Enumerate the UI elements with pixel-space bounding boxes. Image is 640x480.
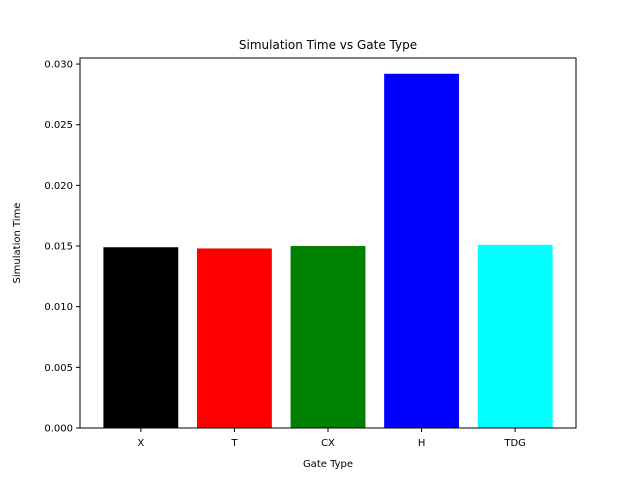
- y-tick-label: 0.020: [44, 181, 73, 192]
- bar-t: [196, 248, 272, 428]
- y-tick-label: 0.015: [44, 242, 73, 253]
- plot-frame: [79, 57, 577, 429]
- y-axis-label: Simulation Time: [12, 203, 23, 284]
- x-tick-label: T: [230, 438, 238, 449]
- y-axis-ticks: 0.000 0.005 0.010 0.015 0.020 0.025 0.030: [44, 60, 80, 435]
- y-tick-label: 0.005: [44, 363, 73, 374]
- bar-h: [384, 73, 460, 429]
- bar-x: [103, 247, 179, 428]
- bar-cx: [290, 246, 366, 428]
- x-tick-label: X: [137, 438, 144, 449]
- y-tick-label: 0.030: [44, 60, 73, 71]
- bars-group: [103, 73, 553, 429]
- chart-title: Simulation Time vs Gate Type: [239, 38, 417, 52]
- x-axis-ticks: X T CX H TDG: [137, 428, 526, 449]
- x-tick-label: CX: [321, 438, 335, 449]
- y-tick-label: 0.010: [44, 302, 73, 313]
- x-axis-label: Gate Type: [303, 459, 353, 470]
- y-tick-label: 0.000: [44, 424, 73, 435]
- y-tick-label: 0.025: [44, 120, 73, 131]
- x-tick-label: H: [418, 438, 426, 449]
- x-tick-label: TDG: [503, 438, 526, 449]
- bar-tdg: [477, 244, 553, 428]
